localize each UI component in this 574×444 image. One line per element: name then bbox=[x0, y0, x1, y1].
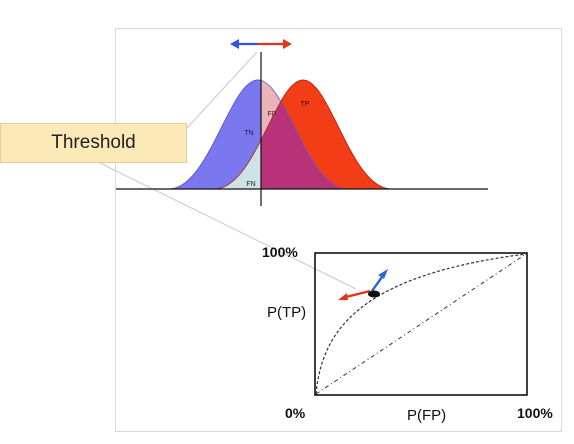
threshold-arrow-right-head bbox=[283, 39, 292, 49]
tn-label: TN bbox=[244, 130, 253, 137]
roc-arrow-red-head bbox=[338, 293, 348, 300]
threshold-label: Threshold bbox=[51, 132, 136, 154]
roc-chance-line bbox=[316, 254, 526, 394]
roc-x-axis-label: P(FP) bbox=[407, 407, 446, 424]
roc-x-right-label: 100% bbox=[517, 405, 553, 421]
roc-y-axis-label: P(TP) bbox=[267, 304, 306, 321]
threshold-callout: Threshold bbox=[0, 123, 187, 163]
roc-operating-point bbox=[368, 291, 380, 298]
roc-arrow-red bbox=[346, 291, 370, 297]
roc-y-top-label: 100% bbox=[262, 244, 298, 260]
fp-label: FP bbox=[268, 111, 277, 118]
roc-curve bbox=[316, 254, 526, 394]
roc-origin-label: 0% bbox=[285, 405, 305, 421]
fn-label: FN bbox=[246, 181, 255, 188]
threshold-arrow-left-head bbox=[230, 39, 239, 49]
roc-arrow-blue bbox=[372, 277, 382, 291]
roc-arrow-blue-head bbox=[378, 269, 388, 279]
tp-label: TP bbox=[301, 101, 310, 108]
